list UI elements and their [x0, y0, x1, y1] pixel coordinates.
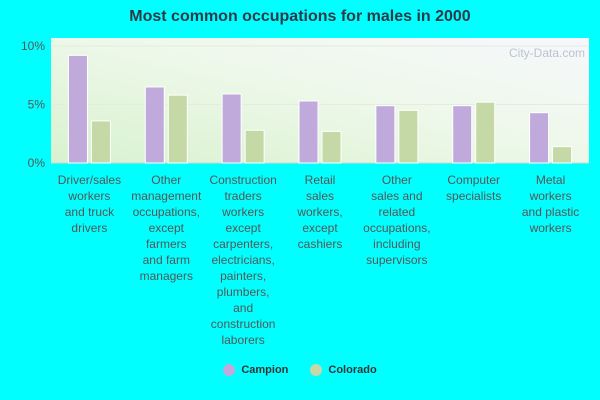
grid-lines: [51, 45, 589, 164]
bar-colorado[interactable]: [475, 101, 496, 164]
bar-colorado[interactable]: [244, 129, 265, 164]
legend-swatch: [223, 364, 236, 376]
bar-campion[interactable]: [144, 86, 165, 164]
legend-item-colorado[interactable]: Colorado: [310, 364, 377, 376]
bar-campion[interactable]: [452, 105, 473, 164]
bar-campion[interactable]: [298, 100, 319, 164]
category-label: Retail sales workers, except cashiers: [296, 173, 342, 251]
x-axis: Driver/sales workers and truck driversOther…: [58, 173, 580, 347]
category-label: Other management occupations, except farmers…: [131, 173, 202, 283]
legend-label: Campion: [241, 364, 289, 376]
y-axis: 10% 5% 0%: [21, 39, 45, 170]
bar-campion[interactable]: [375, 105, 396, 164]
y-tick-label: 5%: [28, 98, 46, 112]
bar-campion[interactable]: [67, 54, 88, 164]
category-label: Construction traders workers except carpente…: [209, 173, 276, 347]
legend: Campion Colorado: [0, 364, 600, 376]
category-label: Driver/sales workers and truck drivers: [58, 173, 121, 235]
legend-swatch: [310, 364, 323, 376]
chart-title: Most common occupations for males in 200…: [129, 8, 471, 25]
category-label: Other sales and related occupations, includi…: [363, 173, 430, 267]
bar-colorado[interactable]: [552, 146, 573, 164]
y-tick-label: 0%: [28, 156, 46, 170]
bar-colorado[interactable]: [90, 120, 111, 164]
bar-colorado[interactable]: [167, 94, 188, 164]
plot-area: [51, 38, 589, 163]
bars: [67, 54, 573, 164]
bar-colorado[interactable]: [321, 130, 342, 164]
bar-campion[interactable]: [529, 112, 550, 164]
bar-colorado[interactable]: [398, 109, 419, 164]
y-tick-label: 10%: [21, 39, 45, 53]
category-label: Computer specialists: [446, 173, 501, 203]
category-label: Metal workers and plastic workers: [522, 173, 579, 235]
bar-campion[interactable]: [221, 93, 242, 164]
legend-item-campion[interactable]: Campion: [223, 364, 288, 376]
legend-label: Colorado: [328, 364, 377, 376]
watermark: City-Data.com: [509, 46, 585, 60]
